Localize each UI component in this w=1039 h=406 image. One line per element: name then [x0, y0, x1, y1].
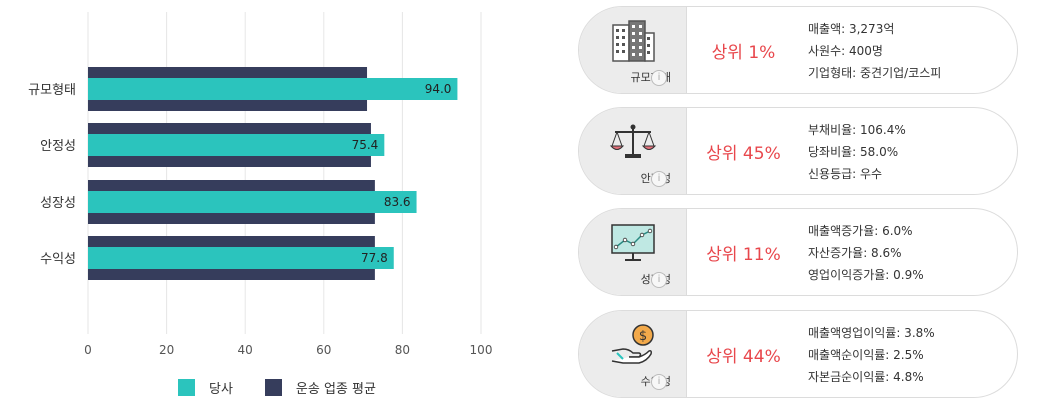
svg-text:$: $ [639, 329, 647, 344]
stat-line: 부채비율: 106.4% [808, 123, 906, 137]
info-icon[interactable]: i [651, 272, 667, 288]
stat-line: 매출액영업이익률: 3.8% [808, 326, 935, 340]
info-icon[interactable]: i [651, 374, 667, 390]
building-icon [612, 20, 655, 62]
card-icon-panel: 성장성 i [579, 209, 687, 295]
x-tick-label: 60 [316, 343, 331, 357]
y-category-label: 규모형태 [28, 83, 76, 98]
x-tick-label: 0 [84, 343, 92, 357]
card-size: 규모형태 i 상위 1% 매출액: 3,273억 사원수: 400명 기업형태:… [578, 6, 1018, 94]
rank-value: 상위 44% [706, 346, 781, 367]
stat-line: 사원수: 400명 [808, 44, 883, 58]
stat-line: 매출액증가율: 6.0% [808, 224, 913, 238]
legend-item-company[interactable]: 당사 [178, 378, 233, 397]
data-label: 83.6 [384, 195, 411, 209]
stat-line: 매출액: 3,273억 [808, 22, 895, 36]
legend-label-industry: 운송 업종 평균 [295, 381, 376, 397]
bar-company [88, 134, 385, 156]
bar-company [88, 247, 394, 269]
scale-icon [609, 124, 657, 158]
legend-swatch-company [178, 378, 195, 396]
growth-chart-icon [611, 224, 655, 261]
stats-list: 부채비율: 106.4% 당좌비율: 58.0% 신용등급: 우수 [808, 119, 906, 185]
data-label: 77.8 [361, 251, 388, 265]
x-tick-label: 80 [395, 343, 410, 357]
card-icon-panel: 규모형태 i [579, 7, 687, 93]
card-stability: 안정성 i 상위 45% 부채비율: 106.4% 당좌비율: 58.0% 신용… [578, 107, 1018, 195]
y-category-label: 안정성 [40, 139, 76, 154]
y-category-label: 수익성 [40, 252, 76, 267]
rank-value: 상위 1% [711, 42, 776, 63]
bar-chart: 0 20 40 60 80 100 94.0 규모형태 75.4 안정성 83.6 성장성 77.8 수익… [28, 12, 493, 357]
card-icon-panel: $ 수익성 i [579, 311, 687, 397]
coin-hand-icon: $ [611, 324, 654, 364]
data-label: 94.0 [425, 82, 452, 96]
stat-line: 자산증가율: 8.6% [808, 246, 902, 260]
stats-list: 매출액: 3,273억 사원수: 400명 기업형태: 중견기업/코스피 [808, 18, 941, 84]
legend-label-company: 당사 [209, 381, 233, 397]
rank-value: 상위 11% [706, 244, 781, 265]
y-category-label: 성장성 [40, 196, 76, 211]
x-tick-label: 100 [470, 343, 493, 357]
info-icon[interactable]: i [651, 70, 667, 86]
bar-company [88, 191, 417, 213]
stats-list: 매출액증가율: 6.0% 자산증가율: 8.6% 영업이익증가율: 0.9% [808, 220, 924, 286]
card-profitability: $ 수익성 i 상위 44% 매출액영업이익률: 3.8% 매출액순이익률: 2… [578, 310, 1018, 398]
card-growth: 성장성 i 상위 11% 매출액증가율: 6.0% 자산증가율: 8.6% 영업… [578, 208, 1018, 296]
x-tick-label: 40 [238, 343, 253, 357]
legend-item-industry[interactable]: 운송 업종 평균 [264, 378, 376, 397]
stat-line: 영업이익증가율: 0.9% [808, 268, 924, 282]
stat-line: 기업형태: 중견기업/코스피 [808, 66, 942, 80]
data-label: 75.4 [352, 138, 379, 152]
stat-line: 매출액순이익률: 2.5% [808, 348, 924, 362]
x-tick-label: 20 [159, 343, 174, 357]
stat-line: 당좌비율: 58.0% [808, 145, 899, 159]
info-icon[interactable]: i [651, 171, 667, 187]
legend-swatch-industry [264, 378, 282, 396]
card-icon-panel: 안정성 i [579, 108, 687, 194]
bar-company [88, 78, 458, 100]
stat-line: 신용등급: 우수 [808, 167, 883, 181]
chart-legend: 당사 운송 업종 평균 [178, 376, 376, 398]
stat-line: 자본금순이익률: 4.8% [808, 370, 924, 384]
stats-list: 매출액영업이익률: 3.8% 매출액순이익률: 2.5% 자본금순이익률: 4.… [808, 322, 935, 388]
rank-value: 상위 45% [706, 143, 781, 164]
